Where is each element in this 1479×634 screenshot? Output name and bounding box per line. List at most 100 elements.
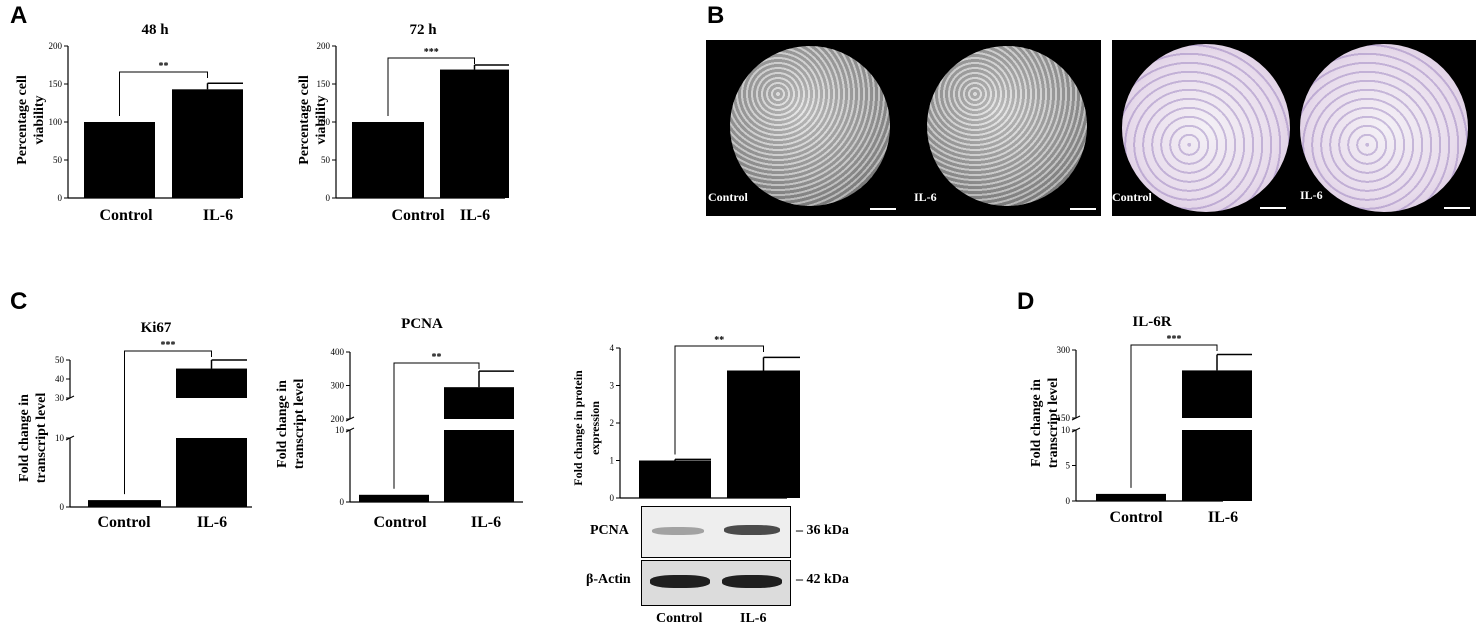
y-tick-label: 0: [340, 497, 345, 507]
y-tick-label: 2: [610, 418, 615, 428]
chart-c-ki67: 0 10 30 40 50 *** Ki67 Fold change in transcript…: [17, 320, 252, 531]
category-label: Control: [99, 207, 153, 224]
micrograph-label-control: Control: [708, 190, 748, 204]
bar-il-6-lower: [1182, 430, 1252, 501]
y-axis-label: Fold change in transcript level: [1029, 378, 1061, 469]
micrograph-il6-field: [927, 46, 1087, 206]
bar-il-6: [444, 387, 514, 419]
y-axis-label-line: transcript level: [292, 379, 307, 470]
chart-d-il6r: 0 5 10 150 300 *** IL-6R Fold change in transcri…: [1029, 314, 1252, 526]
significance-bracket: [124, 350, 212, 495]
scale-bar: [1070, 208, 1096, 210]
scale-bar: [1260, 207, 1286, 209]
y-tick-label: 50: [321, 155, 331, 165]
micrograph-phase-contrast: Control IL-6: [706, 40, 1101, 216]
blot-strip-actin: [641, 560, 791, 606]
y-tick-label: 150: [1057, 413, 1071, 423]
bar-il-6: [727, 370, 800, 498]
y-tick-label: 100: [317, 117, 331, 127]
panel-label-d: D: [1017, 288, 1035, 315]
y-tick-label: 0: [326, 193, 331, 203]
blot-size-label-actin: – 42 kDa: [796, 572, 849, 587]
significance-label: **: [714, 335, 724, 346]
scale-bar: [1444, 207, 1470, 209]
y-tick-label: 150: [49, 79, 63, 89]
significance-bracket: [393, 362, 480, 489]
y-tick-label: 0: [610, 493, 615, 503]
category-label: Control: [1109, 509, 1163, 526]
y-tick-label: 300: [1057, 345, 1071, 355]
y-axis-label-line: Fold change in protein: [571, 370, 585, 486]
blot-band-pcna-control: [652, 527, 704, 535]
blot-protein-label-pcna: PCNA: [590, 523, 629, 538]
y-axis-label: Fold change in protein expression: [571, 370, 602, 486]
chart-c-pcna-protein: 0 1 2 3 4 ** Fold change in protein expression: [571, 335, 800, 503]
blot-size-36: 36 kDa: [806, 523, 849, 538]
y-tick-label: 150: [317, 79, 331, 89]
y-axis-label-line: viability: [314, 95, 329, 144]
chart-a-72h: 0 50 100 150 200 *** 72 h Percentage cell viabil…: [297, 22, 509, 224]
y-axis-label-line: transcript level: [1046, 378, 1061, 469]
y-tick-label: 200: [317, 41, 331, 51]
blot-size-42: 42 kDa: [806, 572, 849, 587]
chart-a-48h: 0 50 100 150 200 ** 48 h Percentage cell viabili…: [15, 22, 243, 224]
y-tick-label: 5: [1066, 461, 1071, 471]
blot-strip-pcna: [641, 506, 791, 558]
bar-control: [359, 494, 429, 502]
significance-bracket: [674, 345, 764, 455]
y-tick-label: 400: [331, 347, 345, 357]
y-tick-label: 3: [610, 381, 615, 391]
significance-label: **: [432, 352, 442, 363]
chart-title: 72 h: [409, 22, 437, 38]
bar-il-6: [440, 69, 509, 198]
bar-control: [639, 460, 711, 498]
y-axis-label-line: viability: [32, 95, 47, 144]
micrograph-label-il6: IL-6: [1300, 188, 1323, 202]
y-tick-label: 30: [55, 393, 65, 403]
micrograph-label-il6: IL-6: [914, 190, 937, 204]
panel-label-c: C: [10, 288, 28, 315]
bar-il-6-lower: [176, 438, 247, 507]
y-tick-label: 10: [1061, 425, 1071, 435]
bar-il-6: [1182, 370, 1252, 418]
y-tick-label: 10: [335, 425, 345, 435]
y-tick-label: 10: [55, 433, 65, 443]
micrograph-control-field: [730, 46, 890, 206]
y-tick-label: 40: [55, 374, 65, 384]
bar-control: [1096, 493, 1166, 501]
panel-label-b: B: [707, 2, 725, 29]
y-axis-label-line: Fold change in: [1029, 379, 1044, 467]
y-axis-label-line: transcript level: [34, 393, 49, 484]
bar-control: [352, 122, 424, 198]
panel-label-a: A: [10, 2, 28, 29]
category-label: IL-6: [197, 514, 227, 531]
significance-label: **: [159, 61, 169, 72]
y-tick-label: 200: [331, 414, 345, 424]
chart-title: Ki67: [141, 320, 172, 336]
significance-bracket: [387, 57, 475, 116]
category-label: Control: [391, 207, 445, 224]
y-axis-label-line: Percentage cell: [297, 75, 312, 165]
y-tick-label: 300: [331, 381, 345, 391]
y-axis-label: Percentage cell viability: [297, 75, 329, 165]
y-tick-label: 200: [49, 41, 63, 51]
bar-il-6: [176, 368, 247, 398]
scale-bar: [870, 208, 896, 210]
chart-title: 48 h: [141, 22, 169, 38]
y-tick-label: 4: [610, 343, 615, 353]
blot-band-pcna-il6: [724, 525, 780, 535]
category-label: Control: [373, 514, 427, 531]
bar-control: [84, 122, 155, 198]
y-tick-label: 100: [49, 117, 63, 127]
blot-band-actin-il6: [722, 575, 782, 588]
chart-title: PCNA: [401, 316, 443, 332]
micrograph-il6-field: [1300, 44, 1468, 212]
micrograph-label-control: Control: [1112, 190, 1152, 204]
y-tick-label: 50: [55, 355, 65, 365]
blot-lane-label-il6: IL-6: [740, 611, 767, 626]
blot-band-actin-control: [650, 575, 710, 588]
y-axis-label: Percentage cell viability: [15, 75, 47, 165]
category-label: Control: [97, 514, 151, 531]
